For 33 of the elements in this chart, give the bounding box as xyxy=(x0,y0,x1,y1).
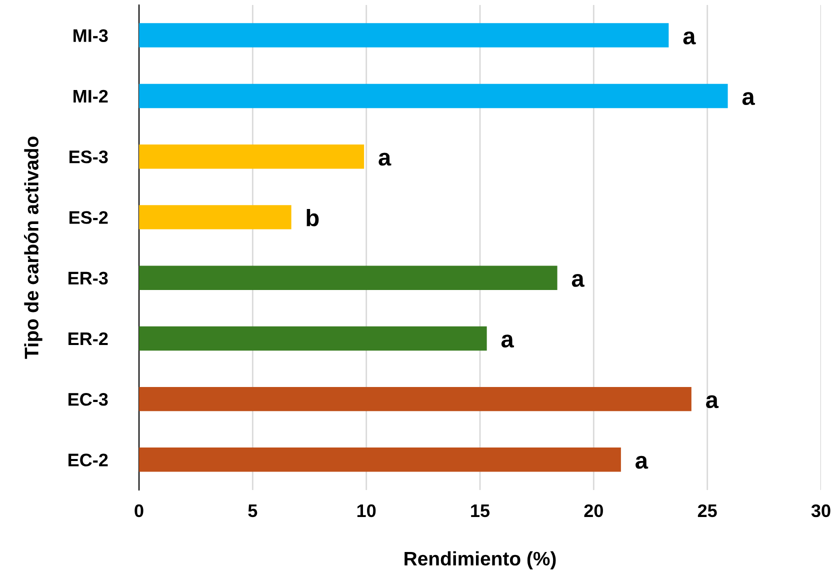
annotation: a xyxy=(706,395,719,408)
x-tick-label: 30 xyxy=(811,504,830,518)
bar xyxy=(139,266,558,290)
x-tick-label: 15 xyxy=(471,504,490,518)
x-tick-label: 5 xyxy=(248,504,258,518)
y-tick-label: ER-3 xyxy=(68,272,108,285)
y-axis-title: Tipo de carbón activado xyxy=(24,136,42,359)
y-tick-label: ER-2 xyxy=(68,332,108,345)
y-tick-label: ES-2 xyxy=(70,211,108,224)
x-tick-label: 0 xyxy=(134,504,144,518)
annotation: a xyxy=(501,334,514,348)
annotation: a xyxy=(636,456,648,469)
annotation: a xyxy=(683,31,696,44)
bar xyxy=(139,386,692,412)
y-tick-label: EC-3 xyxy=(68,392,108,406)
annotation: a xyxy=(572,274,584,287)
bar xyxy=(139,448,621,472)
y-tick-label: MI-3 xyxy=(74,29,108,42)
bar xyxy=(139,84,728,108)
y-tick-label: MI-2 xyxy=(74,90,108,102)
x-axis-title: Rendimiento (%) xyxy=(404,551,556,570)
bar xyxy=(139,326,487,351)
bar xyxy=(139,205,292,230)
annotation: a xyxy=(742,92,755,106)
annotation: a xyxy=(378,152,392,166)
bar xyxy=(139,23,669,48)
x-tick-label: 10 xyxy=(357,504,376,518)
bar xyxy=(139,144,364,169)
x-tick-label: 20 xyxy=(584,504,603,518)
y-tick-label: EC-2 xyxy=(68,454,108,466)
annotation: b xyxy=(306,208,319,226)
y-tick-label: ES-3 xyxy=(70,150,108,164)
x-tick-label: 25 xyxy=(698,504,717,518)
